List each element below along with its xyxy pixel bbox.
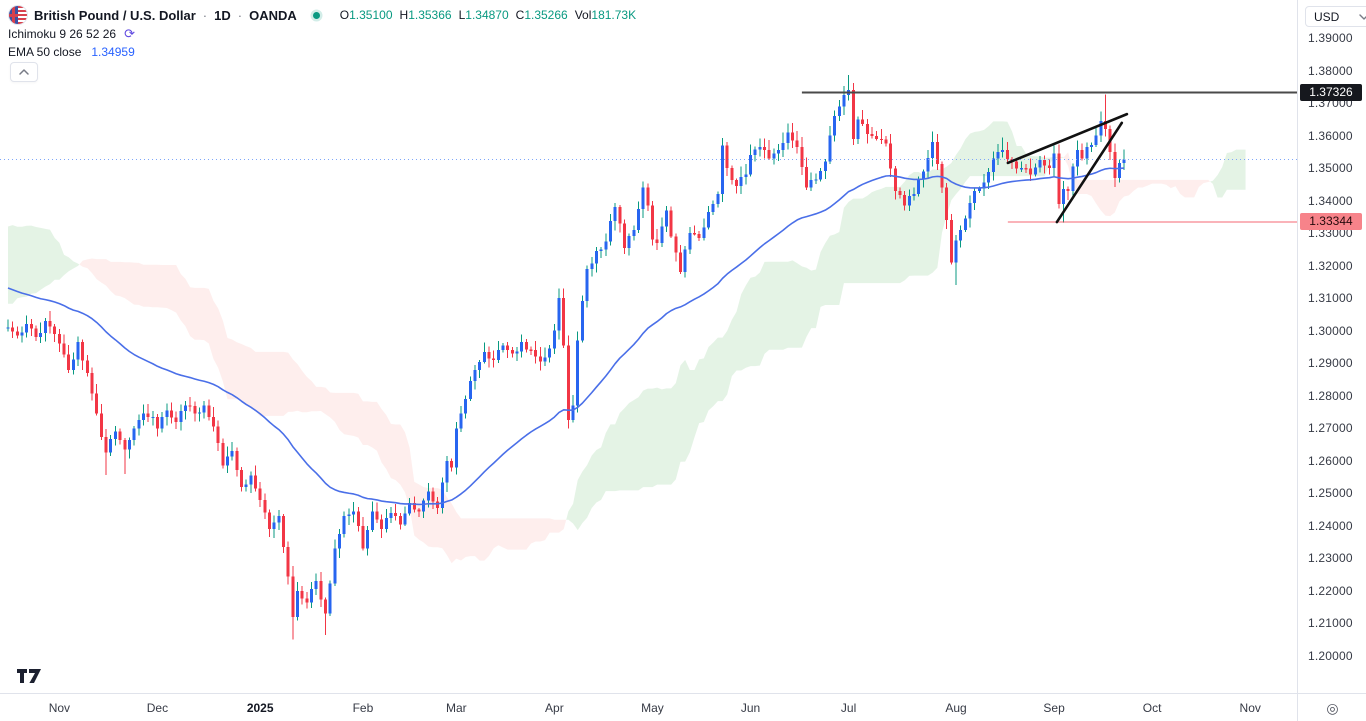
timeframe[interactable]: 1D [214, 7, 231, 23]
candles [6, 74, 1126, 640]
price-tick: 1.29000 [1308, 356, 1353, 371]
price-tick: 1.30000 [1308, 323, 1353, 338]
low-value: 1.34870 [465, 8, 509, 22]
price-tick: 1.26000 [1308, 453, 1353, 468]
time-tick: Oct [1142, 701, 1162, 715]
time-axis[interactable]: Nov Dec 2025 Feb Mar Apr May Jun Jul Aug Sep Oct Nov [0, 693, 1297, 721]
exchange[interactable]: OANDA [249, 7, 297, 23]
volume-label: Vol [574, 8, 592, 22]
axis-corner: ◎ [1297, 693, 1366, 721]
chart-pane[interactable] [0, 0, 1297, 693]
loading-spinner-icon: ⟳ [124, 26, 135, 41]
symbol-title[interactable]: British Pound / U.S. Dollar [34, 7, 196, 23]
indicator-ichimoku[interactable]: Ichimoku 9 26 52 26 [8, 27, 117, 41]
chevron-up-icon [19, 69, 29, 75]
price-tick: 1.25000 [1308, 486, 1353, 501]
price-tick: 1.38000 [1308, 63, 1353, 78]
currency-label: USD [1314, 9, 1340, 24]
close-label: C [515, 8, 525, 22]
time-tick: Dec [146, 701, 169, 715]
time-tick: Nov [48, 701, 71, 715]
legend: British Pound / U.S. Dollar · 1D · OANDA… [8, 5, 636, 61]
close-value: 1.35266 [524, 8, 568, 22]
price-tick: 1.39000 [1308, 31, 1353, 45]
price-tick: 1.22000 [1308, 583, 1353, 598]
price-tick: 1.28000 [1308, 388, 1353, 403]
time-tick: Aug [945, 701, 967, 715]
time-tick: May [641, 701, 664, 715]
symbol-flag-icon [8, 5, 28, 25]
price-tick: 1.35000 [1308, 161, 1353, 176]
low-label: L [458, 8, 466, 22]
volume-value: 181.73K [591, 8, 637, 22]
currency-selector[interactable]: USD [1305, 6, 1366, 27]
time-tick: Nov [1239, 701, 1261, 715]
price-tick: 1.24000 [1308, 518, 1353, 533]
price-tick: 1.34000 [1308, 193, 1353, 208]
open-label: O [339, 8, 350, 22]
price-level-label-support: 1.33344 [1300, 213, 1362, 231]
price-tick: 1.31000 [1308, 291, 1353, 306]
chart-canvas[interactable] [0, 0, 1297, 693]
time-tick: Sep [1043, 701, 1065, 715]
high-label: H [399, 8, 409, 22]
time-tick: Jun [740, 701, 761, 715]
price-tick: 1.32000 [1308, 258, 1353, 273]
ichimoku-cloud [8, 121, 1246, 564]
tradingview-logo[interactable] [16, 668, 43, 684]
ohlc-values: O1.35100 H1.35366 L1.34870 C1.35266 Vol1… [340, 8, 636, 22]
separator: · [202, 7, 208, 23]
separator: · [237, 7, 243, 23]
time-tick: 2025 [246, 701, 274, 715]
chevron-down-icon [1359, 13, 1366, 20]
ema-value: 1.34959 [91, 45, 135, 59]
price-tick: 1.21000 [1308, 616, 1353, 631]
time-tick: Mar [445, 701, 467, 715]
open-value: 1.35100 [349, 8, 393, 22]
trendline-2[interactable] [1055, 121, 1124, 224]
ema-line [7, 167, 1125, 506]
time-tick: Feb [352, 701, 374, 715]
high-value: 1.35366 [408, 8, 452, 22]
market-status-icon[interactable] [312, 11, 320, 19]
legend-collapse-button[interactable] [10, 62, 38, 82]
price-tick: 1.20000 [1308, 648, 1353, 663]
indicator-ema[interactable]: EMA 50 close [8, 45, 82, 59]
time-tick: Apr [545, 701, 564, 715]
price-tick: 1.36000 [1308, 128, 1353, 143]
price-tick: 1.23000 [1308, 551, 1353, 566]
price-level-label-resistance: 1.37326 [1300, 83, 1362, 101]
price-axis[interactable]: 1.39000 1.38000 1.37000 1.36000 1.35000 1.340… [1297, 0, 1366, 693]
time-tick: Jul [840, 701, 857, 715]
trendline-1[interactable] [1006, 112, 1129, 165]
scale-settings-icon[interactable]: ◎ [1326, 699, 1339, 716]
price-tick: 1.27000 [1308, 421, 1353, 436]
